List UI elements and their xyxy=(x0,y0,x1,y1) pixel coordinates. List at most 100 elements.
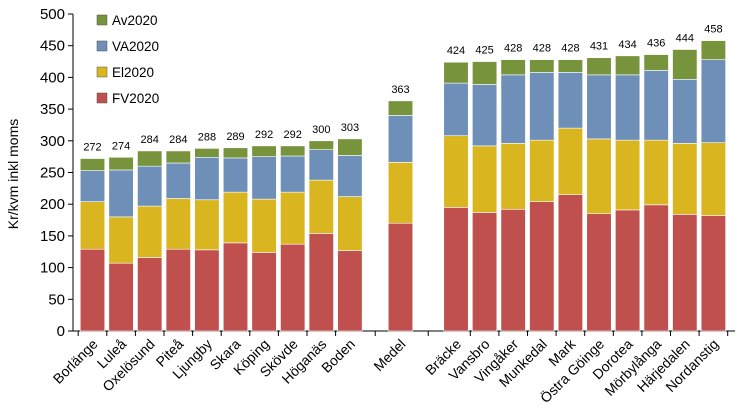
bar-segment-va2020 xyxy=(251,156,277,200)
bar-segment-va2020 xyxy=(557,72,583,129)
legend-label: El2020 xyxy=(112,65,154,80)
total-label: 436 xyxy=(647,38,665,50)
total-label: 292 xyxy=(284,129,302,141)
category-label: Medel xyxy=(370,336,408,374)
total-label: 292 xyxy=(255,129,273,141)
bar-segment-fv2020 xyxy=(337,250,363,332)
bar-segment-el2020 xyxy=(79,201,106,250)
bar-segment-va2020 xyxy=(529,72,555,141)
bar-segment-va2020 xyxy=(137,165,163,207)
bar-segment-el2020 xyxy=(529,139,555,202)
bar-segment-va2020 xyxy=(108,169,134,218)
bar-segment-el2020 xyxy=(643,139,669,206)
total-label: 424 xyxy=(447,45,465,57)
bar-segment-fv2020 xyxy=(529,201,555,332)
y-tick-label: 500 xyxy=(40,6,65,23)
category-labels: BorlängeLuleåOxelösundPiteåLjungbySkaraK… xyxy=(50,335,722,406)
bar-segment-fv2020 xyxy=(137,257,163,332)
bar-segment-av2020 xyxy=(137,150,163,167)
y-tick-label: 100 xyxy=(40,260,65,277)
legend-swatch-fv2020 xyxy=(96,92,108,104)
bar-segment-fv2020 xyxy=(251,252,277,332)
bar-segment-el2020 xyxy=(443,135,469,208)
bar-segment-av2020 xyxy=(308,140,334,150)
bar-segment-av2020 xyxy=(643,54,669,71)
bar-segment-el2020 xyxy=(165,198,191,250)
bar-segment-fv2020 xyxy=(557,194,583,332)
bar-segment-av2020 xyxy=(500,59,526,76)
total-label: 363 xyxy=(391,84,409,96)
legend-swatch-va2020 xyxy=(96,40,108,52)
bar-segment-fv2020 xyxy=(443,207,469,332)
bar-segment-av2020 xyxy=(251,145,277,157)
bar-segment-av2020 xyxy=(165,150,191,164)
y-tick-label: 50 xyxy=(48,291,65,308)
bar-segment-va2020 xyxy=(500,74,526,144)
bar-segment-av2020 xyxy=(337,138,363,156)
bar-segment-el2020 xyxy=(280,191,306,245)
y-tick-label: 350 xyxy=(40,101,65,118)
bar-segment-fv2020 xyxy=(222,242,249,332)
bar-segment-el2020 xyxy=(337,196,363,251)
y-tick-label: 400 xyxy=(40,69,65,86)
bar-segment-va2020 xyxy=(472,84,498,147)
bar-segment-va2020 xyxy=(615,74,641,141)
legend-label: FV2020 xyxy=(112,91,159,106)
bar-segment-av2020 xyxy=(280,145,306,157)
total-labels: 272 274 284 284 288 289 292 292 300 303 363 424 425 4… xyxy=(83,24,722,154)
bar-segment-av2020 xyxy=(586,57,612,76)
bar-segment-fv2020 xyxy=(500,208,526,332)
total-label: 428 xyxy=(561,43,579,55)
bar-segment-fv2020 xyxy=(586,213,612,332)
bar-segment-va2020 xyxy=(165,162,191,199)
bar-segment-av2020 xyxy=(472,61,498,85)
bar-segment-av2020 xyxy=(672,49,698,80)
bar-segment-el2020 xyxy=(222,191,249,244)
bar-segment-va2020 xyxy=(79,170,106,202)
bar-segment-fv2020 xyxy=(194,249,220,332)
bar-segment-av2020 xyxy=(443,61,469,84)
total-label: 431 xyxy=(590,41,608,53)
bar-segment-av2020 xyxy=(615,55,641,76)
bar-segment-fv2020 xyxy=(280,243,306,332)
total-label: 428 xyxy=(504,43,522,55)
bar-segment-av2020 xyxy=(387,100,414,116)
bar-segment-fv2020 xyxy=(79,248,106,332)
y-tick-label: 0 xyxy=(57,323,65,340)
bar-segment-va2020 xyxy=(586,74,612,140)
legend-swatch-el2020 xyxy=(96,66,108,78)
bar-segment-el2020 xyxy=(137,205,163,258)
bar-segment-fv2020 xyxy=(700,215,726,332)
total-label: 458 xyxy=(704,24,722,36)
bar-segment-av2020 xyxy=(222,147,249,159)
bar-segment-fv2020 xyxy=(643,204,669,332)
y-tick-label: 250 xyxy=(40,165,65,182)
bar-segment-va2020 xyxy=(700,59,726,144)
bar-segment-va2020 xyxy=(337,155,363,197)
bar-segment-va2020 xyxy=(443,82,469,137)
y-tick-label: 450 xyxy=(40,38,65,55)
bar-segment-el2020 xyxy=(387,162,414,224)
bar-segment-el2020 xyxy=(472,145,498,213)
total-label: 288 xyxy=(198,131,216,143)
total-label: 284 xyxy=(141,134,159,146)
total-label: 303 xyxy=(341,122,359,134)
y-tick-label: 300 xyxy=(40,133,65,150)
y-tick-label: 200 xyxy=(40,196,65,213)
total-label: 428 xyxy=(533,43,551,55)
bar-segment-el2020 xyxy=(672,143,698,215)
total-label: 425 xyxy=(475,45,493,57)
total-label: 284 xyxy=(169,134,187,146)
bar-segment-va2020 xyxy=(643,70,669,141)
bar-segment-av2020 xyxy=(557,59,583,73)
bar-segment-va2020 xyxy=(672,79,698,144)
legend-swatch-av2020 xyxy=(96,14,108,26)
bar-segment-el2020 xyxy=(615,139,641,211)
y-axis-label: Kr/kvm inkl moms xyxy=(5,119,21,229)
total-label: 289 xyxy=(226,131,244,143)
bar-segment-va2020 xyxy=(222,157,249,193)
bar-segment-fv2020 xyxy=(108,262,134,332)
bar-segment-el2020 xyxy=(500,143,526,210)
total-label: 274 xyxy=(112,140,130,152)
bar-segment-av2020 xyxy=(700,40,726,60)
